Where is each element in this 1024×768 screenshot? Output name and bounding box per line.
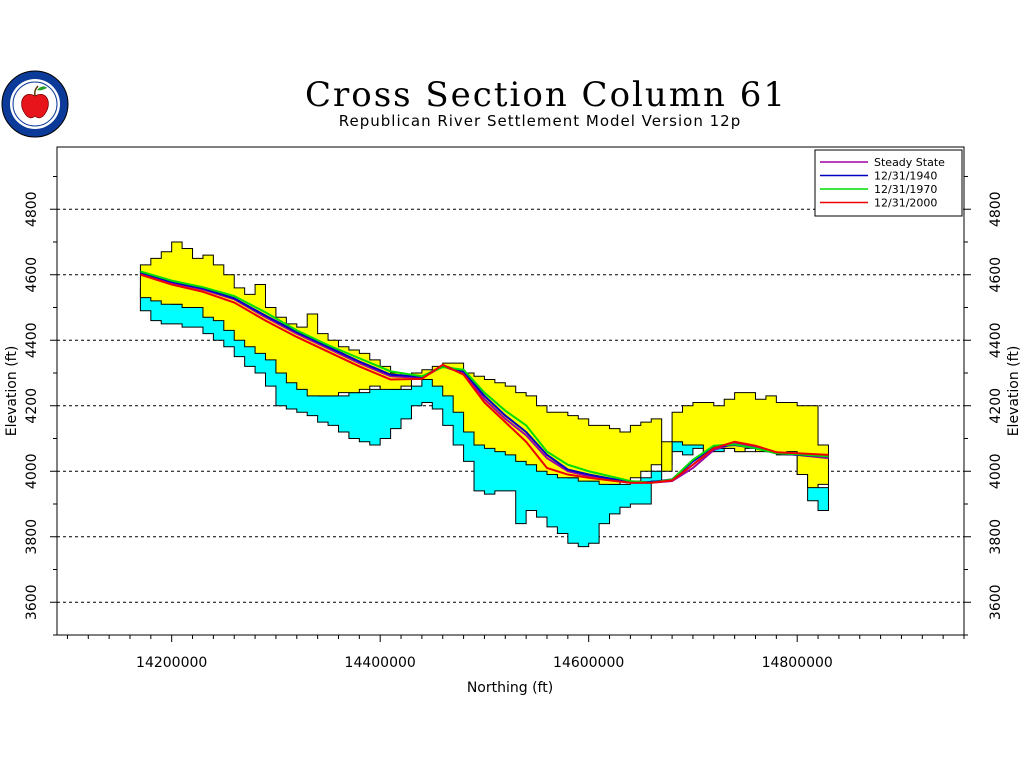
x-tick-label: 14800000 bbox=[762, 655, 833, 671]
series-lines bbox=[140, 270, 829, 484]
chart-subtitle: Republican River Settlement Model Versio… bbox=[339, 112, 741, 130]
y-tick-label-right: 4000 bbox=[988, 453, 1004, 489]
y-tick-label-right: 4600 bbox=[988, 257, 1004, 293]
legend-label: 12/31/1970 bbox=[874, 183, 937, 196]
aquifer-fills bbox=[139, 241, 829, 548]
y-tick-label-right: 4400 bbox=[988, 322, 1004, 358]
legend-label: Steady State bbox=[874, 156, 945, 169]
y-axis-right: 3600 3800 4000 4200 4400 4600 4800 bbox=[964, 175, 1004, 636]
legend: Steady State12/31/194012/31/197012/31/20… bbox=[814, 149, 963, 217]
y-tick-label-right: 3800 bbox=[988, 519, 1004, 555]
legend-label: 12/31/1940 bbox=[874, 170, 937, 183]
legend-box bbox=[814, 149, 963, 217]
y-tick-label-left: 4400 bbox=[24, 322, 40, 358]
y-tick-label-right: 4200 bbox=[988, 388, 1004, 424]
y-tick-label-left: 3800 bbox=[24, 519, 40, 555]
x-axis-label: Northing (ft) bbox=[467, 680, 553, 696]
y-axis-label-right: Elevation (ft) bbox=[1006, 346, 1022, 437]
legend-items: Steady State12/31/194012/31/197012/31/20… bbox=[820, 156, 945, 210]
x-tick-label: 14600000 bbox=[553, 655, 624, 671]
x-tick-label: 14200000 bbox=[136, 655, 207, 671]
y-tick-label-left: 4200 bbox=[24, 388, 40, 424]
chart-title: Cross Section Column 61 bbox=[305, 75, 787, 115]
legend-label: 12/31/2000 bbox=[874, 197, 937, 210]
x-axis: 14200000 14400000 14600000 14800000 bbox=[66, 635, 965, 671]
y-axis-left: 3600 3800 4000 4200 4400 4600 4800 bbox=[24, 175, 57, 636]
y-axis-label-left: Elevation (ft) bbox=[4, 346, 20, 437]
upper-layer-fill bbox=[139, 241, 829, 489]
agency-seal-logo bbox=[1, 70, 69, 138]
y-tick-label-left: 4800 bbox=[24, 191, 40, 227]
y-tick-label-right: 3600 bbox=[988, 584, 1004, 620]
series-line bbox=[140, 273, 829, 484]
y-tick-label-right: 4800 bbox=[988, 191, 1004, 227]
x-tick-label: 14400000 bbox=[345, 655, 416, 671]
y-tick-label-left: 3600 bbox=[24, 584, 40, 620]
y-tick-label-left: 4600 bbox=[24, 257, 40, 293]
y-tick-label-left: 4000 bbox=[24, 453, 40, 489]
series-line bbox=[140, 272, 829, 484]
